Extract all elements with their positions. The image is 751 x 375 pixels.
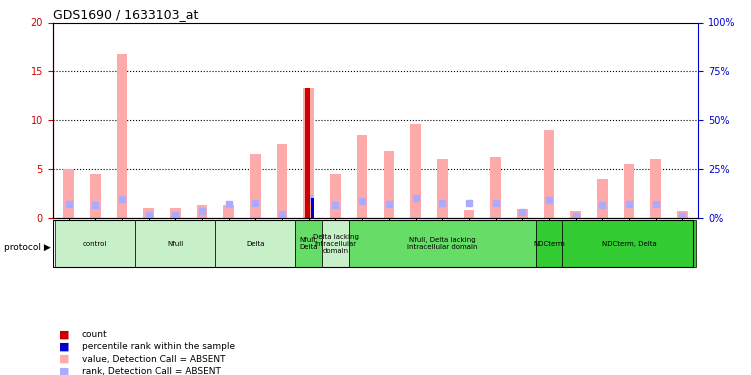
- Bar: [384, 151, 394, 217]
- Bar: [250, 154, 261, 218]
- Text: ■: ■: [59, 354, 70, 364]
- Bar: [410, 124, 421, 218]
- Text: Delta lacking
intracellular
domain: Delta lacking intracellular domain: [312, 234, 358, 254]
- Bar: [650, 159, 661, 218]
- Text: ■: ■: [59, 342, 70, 352]
- Text: Nfull, Delta lacking
intracellular domain: Nfull, Delta lacking intracellular domai…: [407, 237, 478, 250]
- Bar: [116, 54, 128, 217]
- Text: protocol ▶: protocol ▶: [4, 243, 50, 252]
- FancyBboxPatch shape: [535, 220, 562, 267]
- FancyBboxPatch shape: [348, 220, 535, 267]
- Bar: [437, 159, 448, 218]
- Bar: [277, 144, 288, 218]
- Bar: [90, 174, 101, 217]
- Bar: [544, 130, 554, 218]
- Bar: [143, 208, 154, 218]
- Bar: [303, 88, 314, 218]
- Text: GDS1690 / 1633103_at: GDS1690 / 1633103_at: [53, 8, 198, 21]
- Text: control: control: [83, 241, 107, 247]
- Bar: [490, 157, 501, 218]
- Bar: [570, 211, 581, 218]
- Text: Nfull: Nfull: [167, 241, 183, 247]
- Text: ■: ■: [59, 330, 70, 340]
- Bar: [63, 169, 74, 217]
- Bar: [330, 174, 341, 217]
- Bar: [305, 88, 310, 218]
- Bar: [223, 205, 234, 218]
- FancyBboxPatch shape: [562, 220, 695, 267]
- FancyBboxPatch shape: [322, 220, 348, 267]
- FancyBboxPatch shape: [135, 220, 216, 267]
- Text: value, Detection Call = ABSENT: value, Detection Call = ABSENT: [82, 355, 225, 364]
- Text: rank, Detection Call = ABSENT: rank, Detection Call = ABSENT: [82, 367, 221, 375]
- Bar: [357, 135, 367, 218]
- Text: count: count: [82, 330, 107, 339]
- Bar: [311, 198, 314, 217]
- FancyBboxPatch shape: [216, 220, 295, 267]
- Text: NDCterm, Delta: NDCterm, Delta: [602, 241, 656, 247]
- Bar: [597, 178, 608, 218]
- Text: Delta: Delta: [246, 241, 264, 247]
- Bar: [517, 209, 528, 218]
- FancyBboxPatch shape: [56, 220, 135, 267]
- Text: percentile rank within the sample: percentile rank within the sample: [82, 342, 235, 351]
- Bar: [463, 210, 474, 218]
- FancyBboxPatch shape: [295, 220, 322, 267]
- Bar: [197, 205, 207, 218]
- Text: Nfull,
Delta: Nfull, Delta: [300, 237, 318, 250]
- Bar: [623, 164, 635, 218]
- Text: ■: ■: [59, 366, 70, 375]
- Bar: [170, 208, 181, 218]
- Text: NDCterm: NDCterm: [533, 241, 565, 247]
- Bar: [677, 211, 688, 218]
